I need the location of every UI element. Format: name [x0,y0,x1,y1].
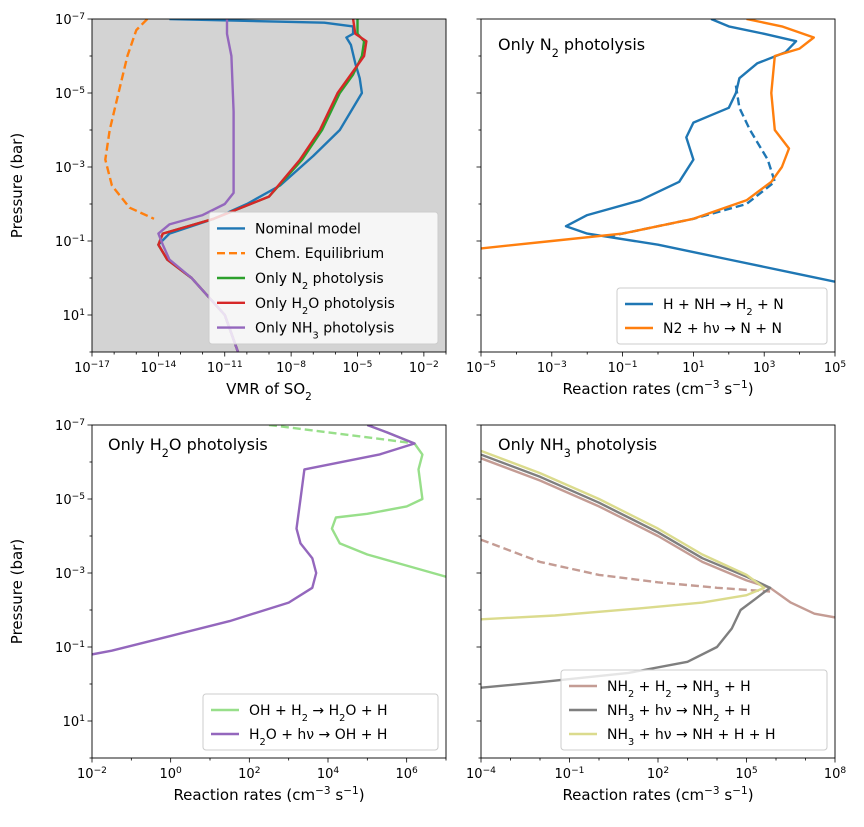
legend-label: Only NH3 photolysis [255,321,394,342]
series-line-1 [268,425,415,445]
series-line-0 [481,457,835,619]
y-tick-label: 10−5 [55,492,85,508]
x-tick-label: 10−3 [537,360,567,376]
y-tick-label: 10−7 [55,12,85,28]
x-tick-label: 101 [682,360,704,376]
legend-box [616,287,828,345]
series-line-4 [157,19,240,352]
legend: H + NH → H2 + N N2 + hν → N + N [616,287,828,345]
x-tick-label: 102 [238,766,260,782]
legend-label: Chem. Equilibrium [255,246,384,262]
series-line-2 [481,19,815,250]
y-tick-label: 10−1 [55,234,85,250]
x-tick-label: 10−11 [207,360,243,376]
x-tick-label: 10−17 [74,360,110,376]
y-tick-label: 10−1 [55,640,85,656]
x-tick-label: 102 [647,766,669,782]
y-tick-label: 101 [63,308,85,324]
x-axis-label: Reaction rates (cm−3 s−1) [562,379,753,398]
panel-annotation: Only NH3 photolysis [498,435,657,460]
panel-p4: 10−4 10−1 102 105 108 Reaction rates (cm−3 s−… [466,424,847,804]
series-line-1 [481,538,771,593]
y-tick-label: 10−7 [55,418,85,434]
legend: NH2 + H2 → NH3 + H NH3 + hν → NH2 + H NH3 … [560,669,828,751]
y-tick-label: 10−5 [55,86,85,102]
y-tick-label: 10−3 [55,160,85,176]
series-line-0 [564,19,835,283]
legend: OH + H2 → H2O + H H2O + hν → OH + H [202,693,439,751]
x-tick-label: 10−14 [141,360,177,376]
y-axis-label: Pressure (bar) [8,539,26,644]
legend-box [202,693,439,751]
x-tick-label: 10−1 [608,360,638,376]
panel-annotation: Only H2O photolysis [108,435,268,460]
x-tick-label: 10−1 [555,766,585,782]
x-tick-label: 104 [317,766,340,782]
x-tick-label: 10−2 [409,360,439,376]
legend-label: H + NH → H2 + N [663,297,784,318]
x-tick-label: 106 [395,766,418,782]
x-tick-label: 108 [824,766,847,782]
x-tick-label: 10−5 [466,360,496,376]
legend-label: NH2 + H2 → NH3 + H [607,679,751,700]
x-tick-label: 105 [824,360,846,376]
x-tick-label: 105 [735,766,757,782]
y-tick-label: 10−3 [55,566,85,582]
x-tick-label: 10−2 [77,766,107,782]
legend-label: NH3 + hν → NH + H + H [607,727,776,748]
series-line-2 [481,453,772,689]
panel-p3: 10−2 100 102 104 106 10−7 10−5 10−3 10−1 101 React… [8,418,447,804]
legend-label: H2O + hν → OH + H [249,727,387,748]
x-tick-label: 10−4 [466,766,496,782]
legend-label: Only H2O photolysis [255,296,395,317]
x-tick-label: 10−5 [343,360,373,376]
x-tick-label: 103 [753,360,776,376]
legend-label: Nominal model [255,221,361,237]
panel-p1: 10−17 10−14 10−11 10−8 10−5 10−2 10−7 10−5 10−3 1… [8,12,447,403]
panel-p2: 10−5 10−3 10−1 101 103 105 Reaction rates (cm−… [466,18,846,398]
legend-label: OH + H2 → H2O + H [249,703,388,724]
series-line-3 [481,449,766,621]
x-axis-label: Reaction rates (cm−3 s−1) [562,785,753,804]
x-tick-label: 100 [159,766,182,782]
y-axis-label: Pressure (bar) [8,133,26,238]
x-axis-label: Reaction rates (cm−3 s−1) [173,785,364,804]
x-axis-label: VMR of SO2 [226,380,312,403]
legend: Nominal model Chem. Equilibrium Only N2 ph… [208,211,439,345]
panel-annotation: Only N2 photolysis [498,35,645,60]
legend-label: NH3 + hν → NH2 + H [607,703,751,724]
series-line-0 [330,425,446,578]
legend-box [560,669,828,751]
x-tick-label: 10−8 [276,360,306,376]
series-line-1 [104,19,155,220]
legend-label: N2 + hν → N + N [663,321,782,337]
legend-box [208,211,439,345]
y-tick-label: 101 [63,714,85,730]
legend-label: Only N2 photolysis [255,271,384,292]
series-line-2 [92,425,416,656]
axes-frame [91,424,447,759]
